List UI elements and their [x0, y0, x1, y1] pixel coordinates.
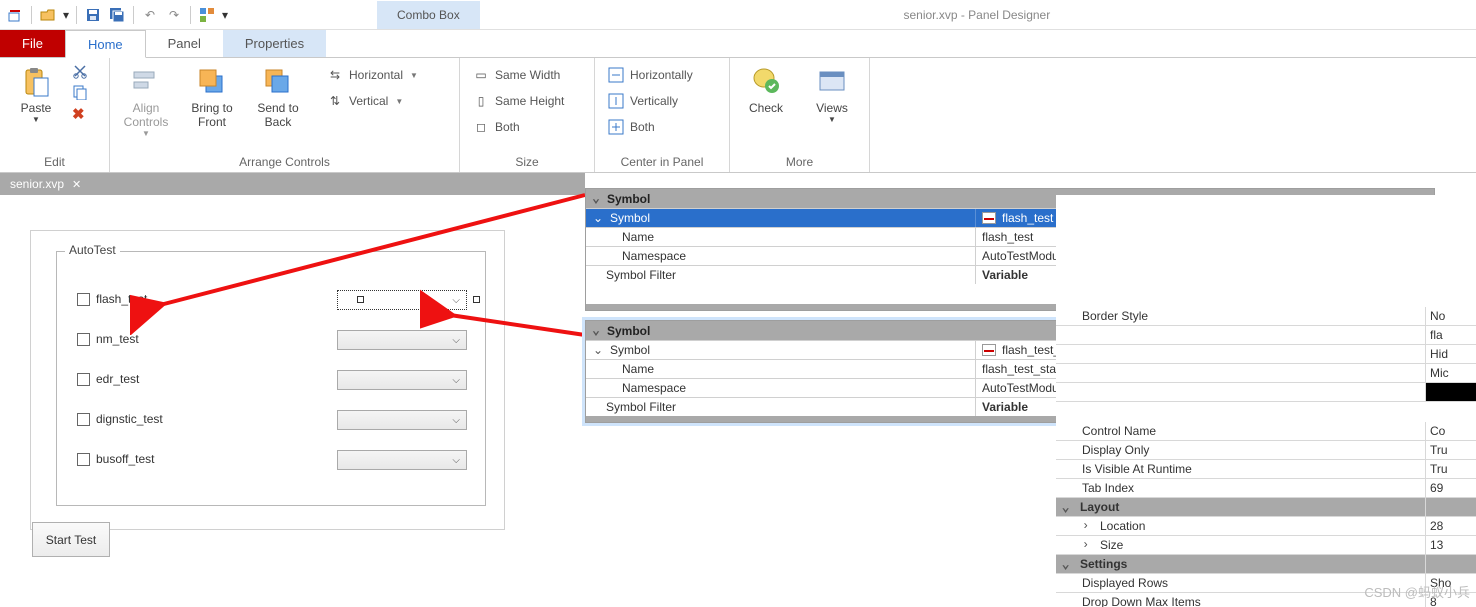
send-to-back-button[interactable]: Send to Back: [248, 61, 308, 129]
context-tab-combobox: Combo Box: [377, 1, 480, 29]
align-controls-button[interactable]: Align Controls▼: [116, 61, 176, 138]
group-label-edit: Edit: [6, 153, 103, 172]
views-button[interactable]: Views▼: [802, 61, 862, 124]
panel-outline: AutoTest flash_test nm_test edr_test dig…: [30, 230, 505, 530]
combo-edr-test[interactable]: [337, 370, 467, 390]
open-icon[interactable]: [37, 4, 59, 26]
vertical-spacing-button[interactable]: ⇅Vertical▼: [320, 89, 424, 113]
category-layout[interactable]: ⌄Layout: [1056, 498, 1476, 517]
prop-control-name[interactable]: Control NameCo: [1056, 422, 1476, 441]
document-tab-bar: senior.xvp✕: [0, 173, 585, 195]
cut-icon[interactable]: [72, 63, 88, 82]
redo-icon[interactable]: ↷: [163, 4, 185, 26]
combo-busoff-test[interactable]: [337, 450, 467, 470]
watermark: CSDN @蚂蚁小兵: [1364, 582, 1470, 601]
tab-home[interactable]: Home: [65, 30, 146, 58]
check-button[interactable]: Check: [736, 61, 796, 115]
group-label-center: Center in Panel: [601, 153, 723, 172]
checkbox-icon[interactable]: [77, 293, 90, 306]
group-label-arrange: Arrange Controls: [116, 153, 453, 172]
checkbox-flash-test[interactable]: flash_test: [77, 292, 147, 306]
prop-size[interactable]: ›Size13: [1056, 536, 1476, 555]
copy-icon[interactable]: [72, 84, 88, 103]
save-icon[interactable]: [82, 4, 104, 26]
combo-dignstic-test[interactable]: [337, 410, 467, 430]
checkbox-nm-test[interactable]: nm_test: [77, 332, 139, 346]
groupbox-caption: AutoTest: [65, 243, 120, 257]
size-both-button[interactable]: ◻Both: [466, 115, 570, 139]
signal-icon: [982, 212, 996, 224]
start-test-button[interactable]: Start Test: [32, 522, 110, 557]
group-label-more: More: [736, 153, 863, 172]
combo-nm-test[interactable]: [337, 330, 467, 350]
ribbon: Paste▼ ✖ Edit Align Controls▼ Bring to F…: [0, 58, 1476, 173]
same-height-button[interactable]: ▯Same Height: [466, 89, 570, 113]
prop-display-only[interactable]: Display OnlyTru: [1056, 441, 1476, 460]
tab-file[interactable]: File: [0, 30, 65, 57]
checkbox-edr-test[interactable]: edr_test: [77, 372, 139, 386]
collapse-icon[interactable]: ⌄: [590, 323, 602, 338]
prop-location[interactable]: ›Location28: [1056, 517, 1476, 536]
tab-properties[interactable]: Properties: [223, 30, 326, 57]
category-settings[interactable]: ⌄Settings: [1056, 555, 1476, 574]
checkbox-dignstic-test[interactable]: dignstic_test: [77, 412, 163, 426]
group-label-size: Size: [466, 153, 588, 172]
undo-icon[interactable]: ↶: [139, 4, 161, 26]
save-all-icon[interactable]: [106, 4, 128, 26]
autotest-groupbox: AutoTest flash_test nm_test edr_test dig…: [56, 251, 486, 506]
center-both-button[interactable]: Both: [601, 115, 699, 139]
center-vertical-button[interactable]: Vertically: [601, 89, 699, 113]
same-width-button[interactable]: ▭Same Width: [466, 63, 570, 87]
prop-is-visible[interactable]: Is Visible At RuntimeTru: [1056, 460, 1476, 479]
app-icon[interactable]: [4, 4, 26, 26]
center-horizontal-button[interactable]: Horizontally: [601, 63, 699, 87]
quick-access-toolbar: ▾ ↶ ↷ ▾ Combo Box senior.xvp - Panel Des…: [0, 0, 1476, 30]
document-tab[interactable]: senior.xvp✕: [0, 173, 89, 195]
paste-button[interactable]: Paste▼: [6, 61, 66, 124]
layout-icon[interactable]: [196, 4, 218, 26]
checkbox-busoff-test[interactable]: busoff_test: [77, 452, 155, 466]
checkbox-icon[interactable]: [77, 333, 90, 346]
horizontal-spacing-button[interactable]: ⇆Horizontal▼: [320, 63, 424, 87]
checkbox-icon[interactable]: [77, 373, 90, 386]
window-title: senior.xvp - Panel Designer: [482, 8, 1472, 22]
close-icon[interactable]: ✕: [72, 178, 81, 191]
checkbox-icon[interactable]: [77, 413, 90, 426]
tab-panel[interactable]: Panel: [146, 30, 223, 57]
control-properties-grid: Border StyleNo fla Hid Mic Control NameC…: [1056, 195, 1476, 607]
collapse-icon[interactable]: ⌄: [590, 191, 602, 206]
signal-icon: [982, 344, 996, 356]
ribbon-tabs: File Home Panel Properties: [0, 30, 1476, 58]
bring-to-front-button[interactable]: Bring to Front: [182, 61, 242, 129]
dropdown-icon[interactable]: ▾: [61, 4, 71, 26]
prop-border-style[interactable]: Border StyleNo: [1056, 307, 1476, 326]
prop-tab-index[interactable]: Tab Index69: [1056, 479, 1476, 498]
dropdown-icon[interactable]: ▾: [220, 4, 230, 26]
delete-icon[interactable]: ✖: [72, 105, 88, 123]
checkbox-icon[interactable]: [77, 453, 90, 466]
